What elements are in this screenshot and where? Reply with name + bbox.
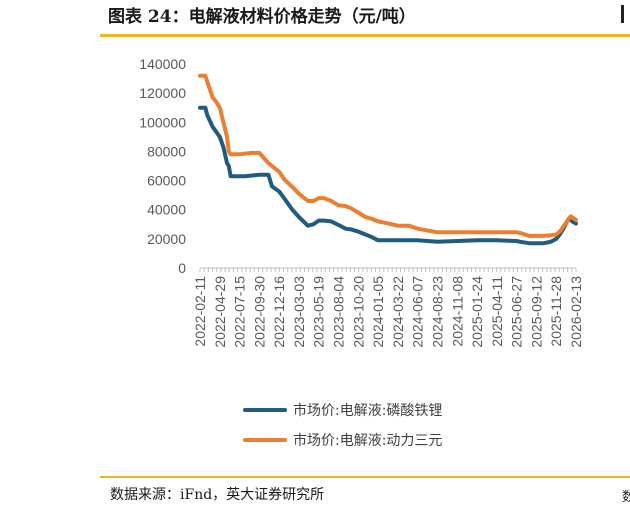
y-tick-label: 60000 [147,173,186,189]
x-tick-label: 2024-06-07 [410,276,426,348]
y-tick-label: 140000 [139,56,186,72]
legend-label: 市场价:电解液:磷酸铁锂 [293,402,442,419]
x-tick-label: 2025-04-11 [489,276,505,347]
top-rule [100,34,630,37]
x-tick-label: 2025-01-24 [469,276,485,348]
x-tick-label: 2023-03-03 [291,276,307,348]
source-note: 数据来源：iFnd，英大证券研究所 [110,487,325,503]
x-tick-label: 2025-09-12 [528,276,544,348]
series-line-lfp [198,105,578,246]
y-tick-label: 120000 [139,85,186,101]
y-tick-label: 40000 [147,202,186,218]
figure-title: 图表 24：电解液材料价格走势（元/吨） [108,7,416,27]
x-tick-label: 2024-03-22 [390,276,406,348]
legend-label: 市场价:电解液:动力三元 [293,432,442,449]
x-tick-label: 2022-04-29 [212,276,228,348]
y-tick-label: 0 [178,260,186,276]
x-tick-label: 2022-12-16 [271,276,287,348]
x-tick-label: 2026-02-13 [568,276,584,348]
x-tick-label: 2022-02-11 [192,276,208,347]
y-tick-label: 80000 [147,143,186,159]
x-tick-label: 2023-10-20 [350,276,366,348]
x-axis: 2022-02-11 2022-04-29 2022-07-15 2022-09-30… [192,267,584,348]
x-tick-label: 2025-11-28 [548,276,564,347]
source-edge-text: 数 [622,490,630,505]
y-tick-label: 100000 [139,114,186,130]
y-tick-label: 20000 [147,231,186,247]
x-tick-label: 2022-07-15 [232,276,248,348]
x-tick-label: 2024-08-23 [429,276,445,348]
title-edge-mark [621,5,624,23]
bottom-rule [100,476,630,478]
x-tick-label: 2023-05-19 [311,276,327,348]
x-tick-label: 2024-11-08 [449,276,465,347]
x-tick-label: 2024-01-05 [370,276,386,348]
series-line-ncm [198,73,578,238]
x-tick-label: 2022-09-30 [251,276,267,348]
plot-area [198,73,578,246]
x-tick-label: 2025-06-27 [509,276,525,348]
y-axis: 0 20000 40000 60000 80000 100000 120000 140000 [139,56,186,276]
x-tick-label: 2023-08-04 [331,276,347,348]
